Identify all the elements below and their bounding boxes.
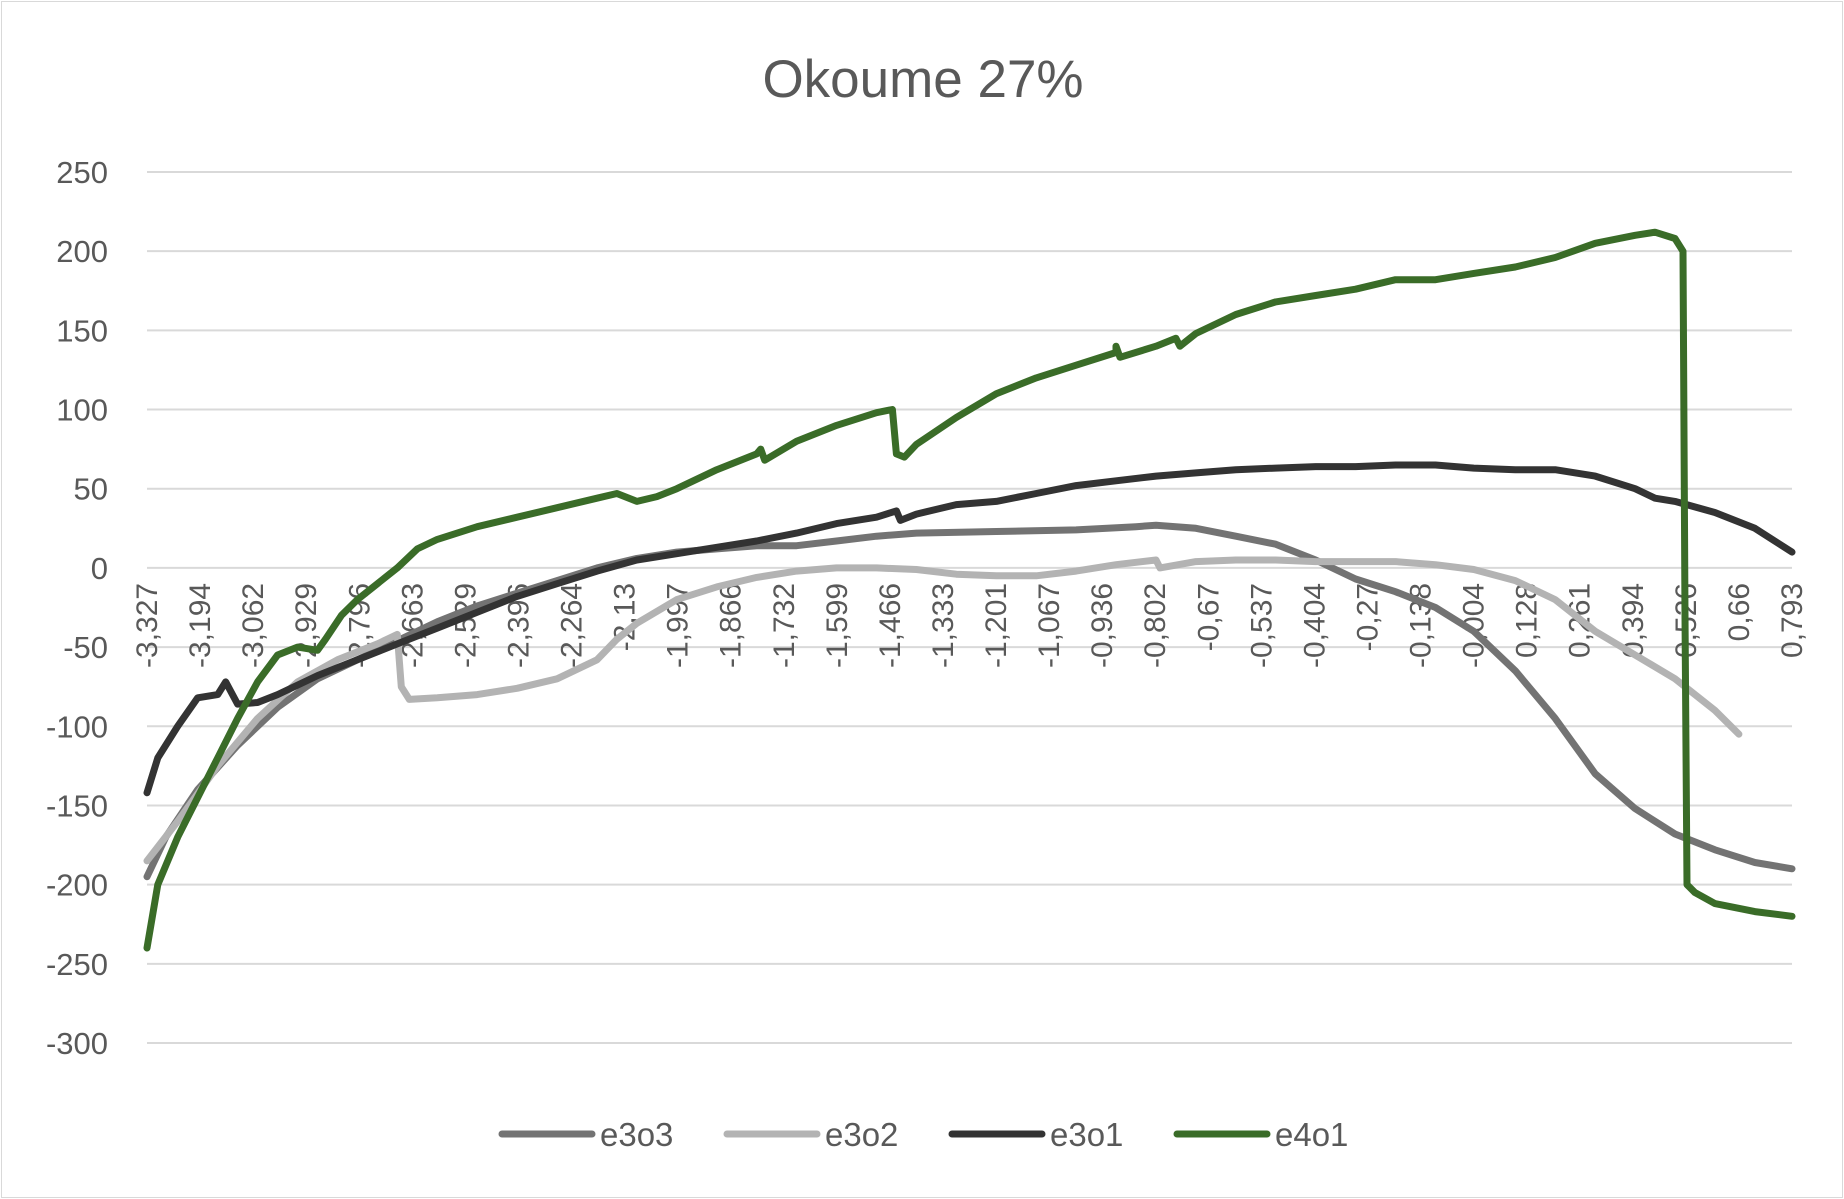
x-tick-label: -2,264: [556, 583, 589, 668]
y-tick-label: -200: [46, 868, 108, 903]
x-tick-label: -2,929: [290, 583, 323, 668]
series-group: [143, 228, 1796, 952]
x-tick-label: -1,466: [874, 583, 907, 668]
x-tick-label: -3,327: [131, 583, 164, 668]
y-tick-label: 250: [56, 155, 108, 190]
y-tick-label: -50: [63, 630, 108, 665]
x-tick-label: -3,194: [184, 583, 217, 668]
x-tick-label: -2,529: [449, 583, 482, 668]
x-tick-label: -0,27: [1351, 583, 1384, 651]
y-tick-label: 100: [56, 393, 108, 428]
legend-item-e4o1: e4o1: [1173, 1116, 1348, 1153]
x-tick-label: -1,599: [821, 583, 854, 668]
legend-label: e3o3: [600, 1116, 673, 1153]
y-tick-label: 0: [91, 551, 108, 586]
y-tick-label: -100: [46, 709, 108, 744]
x-tick-label: 0,793: [1776, 583, 1809, 658]
x-axis: -3,327 -3,194 -3,062 -2,929 -2,796 -2,663 -2,5…: [131, 583, 1809, 668]
series-line-e4o1: [143, 228, 1796, 952]
legend-label: e3o1: [1050, 1116, 1123, 1153]
x-tick-label: -1,333: [927, 583, 960, 668]
x-tick-label: -0,404: [1298, 583, 1331, 668]
y-tick-label: -150: [46, 788, 108, 823]
x-tick-label: -0,936: [1086, 583, 1119, 668]
x-tick-label: 0,66: [1723, 583, 1756, 641]
x-tick-label: -0,802: [1139, 583, 1172, 668]
x-tick-label: -0,67: [1192, 583, 1225, 651]
y-tick-label: 150: [56, 313, 108, 348]
chart-title: Okoume 27%: [762, 50, 1083, 109]
series-line-e3o1: [143, 461, 1796, 797]
x-tick-label: -1,866: [715, 583, 748, 668]
y-tick-label: 50: [74, 472, 108, 507]
y-tick-label: 200: [56, 234, 108, 269]
y-tick-label: -300: [46, 1026, 108, 1061]
x-tick-label: -1,067: [1033, 583, 1066, 668]
gridlines: [147, 171, 1792, 1044]
legend-item-e3o2: e3o2: [723, 1116, 898, 1153]
legend-label: e4o1: [1275, 1116, 1348, 1153]
legend: e3o3 e3o2 e3o1 e4o1: [498, 1116, 1348, 1153]
legend-label: e3o2: [825, 1116, 898, 1153]
x-tick-label: -1,732: [768, 583, 801, 668]
series-line-e3o2: [143, 556, 1743, 865]
y-tick-label: -250: [46, 947, 108, 982]
x-tick-label: 0,128: [1511, 583, 1544, 658]
legend-item-e3o1: e3o1: [948, 1116, 1123, 1153]
x-tick-label: -3,062: [237, 583, 270, 668]
x-tick-label: -1,201: [980, 583, 1013, 668]
y-axis: 250 200 150 100 50 0 -50 -100 -150 -200 -250 -300: [46, 155, 108, 1061]
x-tick-label: -0,537: [1245, 583, 1278, 668]
legend-item-e3o3: e3o3: [498, 1116, 673, 1153]
